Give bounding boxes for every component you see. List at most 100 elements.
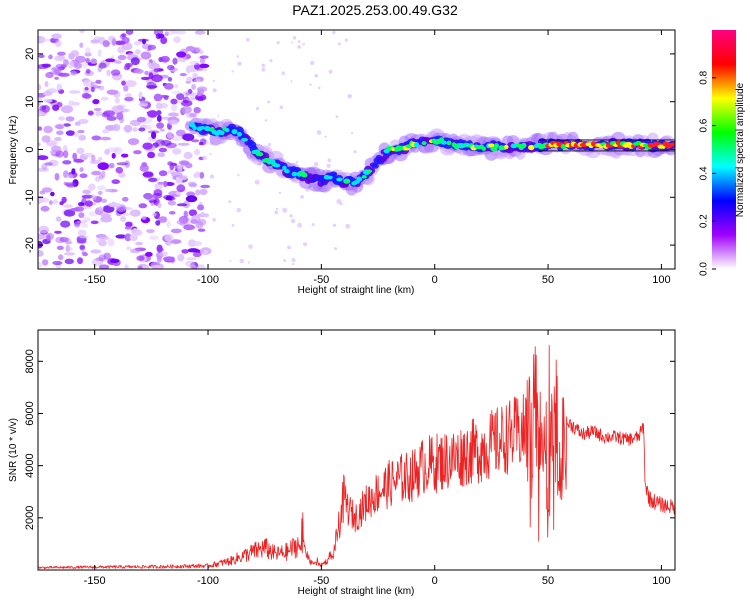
spectrogram-noise-blob <box>132 127 138 132</box>
spectrogram-noise-blob <box>56 124 64 130</box>
spectrogram-noise-blob <box>68 100 75 107</box>
spectrogram-noise-speck <box>317 86 321 90</box>
snr-series-line <box>38 344 675 570</box>
snr-series-layer <box>38 344 675 570</box>
spectrogram-noise-blob <box>124 80 137 88</box>
spectrogram-noise-blob <box>127 52 135 57</box>
spectrogram-noise-blob <box>163 180 168 188</box>
spectrogram-noise-blob <box>81 92 91 99</box>
spectrogram-noise-blob <box>192 251 202 258</box>
spectrogram-noise-blob <box>166 220 171 228</box>
spectrogram-noise-blob <box>156 114 162 122</box>
spectrogram-noise-speck <box>229 260 232 262</box>
colorbar-tick-label-0.8: 0.8 <box>699 70 710 84</box>
spectrogram-noise-blob <box>147 110 158 118</box>
spectrogram-noise-blob <box>182 133 195 141</box>
spectrogram-noise-blob <box>64 182 77 187</box>
spectrogram-noise-blob <box>104 149 109 155</box>
spectrogram-noise-blob <box>83 152 94 158</box>
spectrogram-noise-blob <box>173 84 179 89</box>
spectrogram-y-tick-label-0: 0 <box>24 146 36 152</box>
spectrogram-noise-blob <box>190 219 198 224</box>
spectrogram-noise-speck <box>212 217 217 222</box>
spectrogram-noise-blob <box>136 116 146 123</box>
spectrogram-noise-blob <box>158 147 168 153</box>
spectrogram-noise-speck <box>199 50 204 55</box>
spectrogram-noise-blob <box>110 69 121 76</box>
spectrogram-noise-blob <box>172 148 182 155</box>
spectrogram-noise-blob <box>40 205 50 212</box>
spectrogram-noise-speck <box>239 258 244 264</box>
spectrogram-noise-blob <box>63 150 69 159</box>
spectrogram-y-label: Frequency (Hz) <box>8 116 19 185</box>
spectrogram-noise-blob <box>115 166 124 174</box>
spectrogram-noise-blob <box>95 238 104 243</box>
spectrogram-noise-speck <box>209 152 212 155</box>
spectrogram-noise-blob <box>38 126 43 131</box>
spectrogram-noise-blob <box>167 119 179 126</box>
spectrogram-track-core <box>446 140 452 146</box>
spectrogram-noise-blob <box>147 44 157 51</box>
spectrogram-noise-blob <box>172 57 178 65</box>
spectrogram-noise-blob <box>163 83 174 90</box>
spectrogram-noise-speck <box>332 223 337 227</box>
spectrogram-noise-blob <box>170 98 178 105</box>
spectrogram-noise-blob <box>127 138 140 146</box>
spectrogram-noise-blob <box>52 104 60 111</box>
spectrogram-noise-blob <box>76 147 85 155</box>
spectrogram-noise-blob <box>199 55 209 59</box>
spectrogram-noise-blob <box>125 221 133 228</box>
spectrogram-noise-blob <box>107 147 119 153</box>
spectrogram-noise-blob <box>55 150 64 158</box>
spectrogram-noise-layer <box>38 30 357 269</box>
spectrogram-track-core <box>224 127 230 133</box>
spectrogram-noise-blob <box>155 220 161 226</box>
spectrogram-noise-blob <box>95 79 102 84</box>
spectrogram-noise-blob <box>121 80 126 86</box>
spectrogram-noise-blob <box>74 62 82 69</box>
spectrogram-noise-blob <box>85 200 93 207</box>
spectrogram-noise-blob <box>181 105 192 114</box>
spectrogram-noise-blob <box>75 55 86 63</box>
spectrogram-track-core <box>395 145 403 152</box>
spectrogram-noise-blob <box>57 51 66 56</box>
spectrogram-noise-blob <box>129 234 138 242</box>
spectrogram-noise-blob <box>77 229 87 236</box>
spectrogram-noise-blob <box>157 247 164 252</box>
spectrogram-noise-blob <box>185 195 198 203</box>
spectrogram-noise-blob <box>156 255 162 263</box>
spectrogram-noise-blob <box>99 136 112 141</box>
spectrogram-noise-blob <box>81 194 94 199</box>
spectrogram-noise-speck <box>337 42 341 46</box>
spectrogram-noise-blob <box>90 39 100 44</box>
spectrogram-noise-blob <box>63 59 69 66</box>
spectrogram-noise-blob <box>98 174 104 180</box>
spectrogram-noise-blob <box>138 265 143 269</box>
spectrogram-track-core <box>192 125 197 131</box>
spectrogram-noise-speck <box>291 41 294 44</box>
spectrogram-noise-blob <box>186 97 195 101</box>
spectrogram-noise-blob <box>60 64 66 69</box>
spectrogram-noise-blob <box>177 142 190 146</box>
spectrogram-noise-blob <box>89 159 102 165</box>
spectrogram-noise-blob <box>111 152 116 159</box>
spectrogram-noise-blob <box>90 58 97 64</box>
spectrogram-noise-speck <box>217 114 220 117</box>
spectrogram-noise-blob <box>80 223 89 228</box>
spectrogram-noise-blob <box>160 102 168 109</box>
spectrogram-noise-blob <box>78 212 85 219</box>
spectrogram-noise-blob <box>175 191 182 196</box>
spectrogram-noise-blob <box>153 189 163 196</box>
spectrogram-noise-blob <box>77 129 85 134</box>
spectrogram-noise-blob <box>116 204 127 213</box>
spectrogram-y-tick-label-10: 10 <box>24 96 36 108</box>
spectrogram-noise-blob <box>68 52 75 60</box>
spectrogram-noise-blob <box>63 123 71 127</box>
spectrogram-noise-blob <box>41 135 51 143</box>
spectrogram-noise-speck <box>290 80 293 83</box>
spectrogram-noise-blob <box>159 128 165 132</box>
spectrogram-noise-blob <box>170 228 182 234</box>
spectrogram-noise-blob <box>138 91 143 100</box>
snr-y-tick-label-6000: 6000 <box>24 401 36 425</box>
